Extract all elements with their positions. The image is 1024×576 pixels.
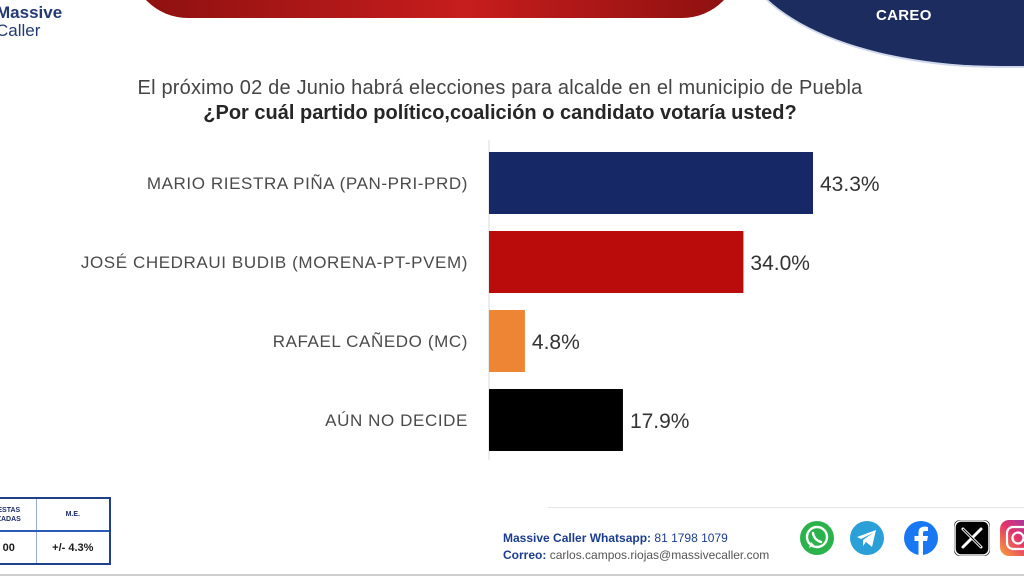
bar-2 (489, 310, 525, 372)
bar-3 (489, 389, 623, 451)
x-icon[interactable] (954, 520, 990, 556)
value-label-1: 34.0% (750, 252, 810, 275)
stats-value-margin: +/- 4.3% (52, 541, 94, 554)
stats-table-divider (0, 530, 109, 532)
value-label-2: 4.8% (532, 331, 580, 354)
stats-header-encuestas: ESTAS ZADAS (0, 499, 37, 530)
chart-intro-text: El próximo 02 de Junio habrá elecciones … (137, 77, 863, 99)
value-label-0: 43.3% (820, 173, 880, 196)
whatsapp-icon[interactable] (799, 520, 835, 556)
category-label-1: JOSÉ CHEDRAUI BUDIB (MORENA-PT-PVEM) (81, 253, 468, 272)
instagram-icon[interactable] (1000, 520, 1024, 556)
bar-1 (489, 231, 744, 293)
category-label-0: MARIO RIESTRA PIÑA (PAN-PRI-PRD) (147, 174, 468, 193)
stats-value-encuestas: 00 (0, 532, 37, 563)
massive-caller-logo: Massive Caller (0, 4, 62, 39)
header-red-banner (130, 0, 740, 18)
telegram-icon[interactable] (849, 520, 885, 556)
whatsapp-label: Massive Caller Whatsapp: (503, 531, 652, 545)
stats-header-margin: M.E. (65, 511, 80, 518)
logo-line1: Massive (0, 3, 63, 22)
whatsapp-number: 81 1798 1079 (654, 531, 728, 545)
category-label-3: AÚN NO DECIDE (325, 411, 468, 430)
value-label-3: 17.9% (630, 410, 690, 433)
chart-question-text: ¿Por cuál partido político,coalición o c… (203, 102, 797, 124)
facebook-icon[interactable] (903, 520, 939, 556)
category-label-2: RAFAEL CAÑEDO (MC) (273, 332, 468, 351)
survey-stats-table: ESTAS ZADAS M.E. 00 +/- 4.3% (0, 497, 111, 565)
vote-intention-bar-chart: MARIO RIESTRA PIÑA (PAN-PRI-PRD) 43.3% JOS… (81, 140, 880, 460)
bar-0 (489, 152, 813, 214)
email-label: Correo: (503, 548, 547, 562)
careo-badge: CAREO (876, 7, 932, 24)
contact-info: Massive Caller Whatsapp: 81 1798 1079 Co… (503, 530, 769, 564)
email-link[interactable]: carlos.campos.riojas@massivecaller.com (549, 548, 770, 562)
logo-line2: Caller (0, 21, 41, 40)
bottom-border (0, 574, 1024, 576)
footer-divider (548, 507, 1024, 508)
stats-table-header: ESTAS ZADAS M.E. (0, 499, 109, 530)
stats-table-row: 00 +/- 4.3% (0, 532, 109, 563)
